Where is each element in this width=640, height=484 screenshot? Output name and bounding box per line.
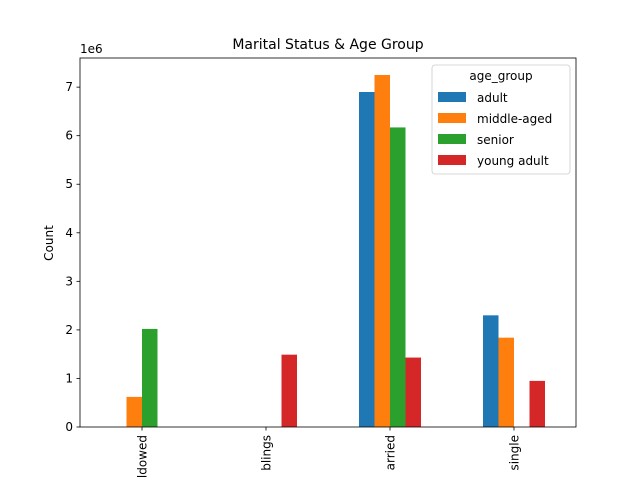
bar-senior-2 bbox=[390, 127, 406, 427]
legend-swatch-middle-aged bbox=[438, 113, 466, 123]
legend-label-middle-aged: middle-aged bbox=[477, 112, 552, 126]
x-tick-label: single bbox=[508, 435, 522, 471]
y-tick-label: 2 bbox=[65, 323, 73, 337]
legend-swatch-senior bbox=[438, 134, 466, 144]
bar-young-adult-3 bbox=[530, 381, 546, 427]
x-tick-label: blings bbox=[260, 435, 274, 471]
bar-young-adult-1 bbox=[282, 355, 298, 427]
y-tick-label: 3 bbox=[65, 274, 73, 288]
legend-label-senior: senior bbox=[477, 133, 514, 147]
bar-adult-2 bbox=[359, 92, 375, 427]
y-tick-label: 0 bbox=[65, 420, 73, 434]
legend-label-adult: adult bbox=[477, 91, 508, 105]
y-axis-offset-label: 1e6 bbox=[80, 42, 103, 56]
y-tick-label: 4 bbox=[65, 226, 73, 240]
y-tick-label: 6 bbox=[65, 129, 73, 143]
x-tick-label: ldowed bbox=[136, 435, 150, 478]
legend-swatch-young-adult bbox=[438, 155, 466, 165]
y-axis-label: Count bbox=[42, 225, 56, 261]
bar-young-adult-2 bbox=[406, 358, 422, 427]
legend-title: age_group bbox=[469, 69, 532, 83]
bar-adult-3 bbox=[483, 315, 499, 427]
y-tick-label: 1 bbox=[65, 371, 73, 385]
legend-label-young-adult: young adult bbox=[477, 154, 549, 168]
x-tick-label: arried bbox=[384, 435, 398, 470]
legend-swatch-adult bbox=[438, 92, 466, 102]
y-tick-label: 7 bbox=[65, 80, 73, 94]
chart-title: Marital Status & Age Group bbox=[232, 37, 423, 53]
y-tick-label: 5 bbox=[65, 177, 73, 191]
bar-middle-aged-0 bbox=[127, 397, 143, 427]
bar-middle-aged-2 bbox=[375, 75, 391, 427]
bar-middle-aged-3 bbox=[499, 338, 515, 427]
bar-senior-0 bbox=[142, 329, 158, 427]
